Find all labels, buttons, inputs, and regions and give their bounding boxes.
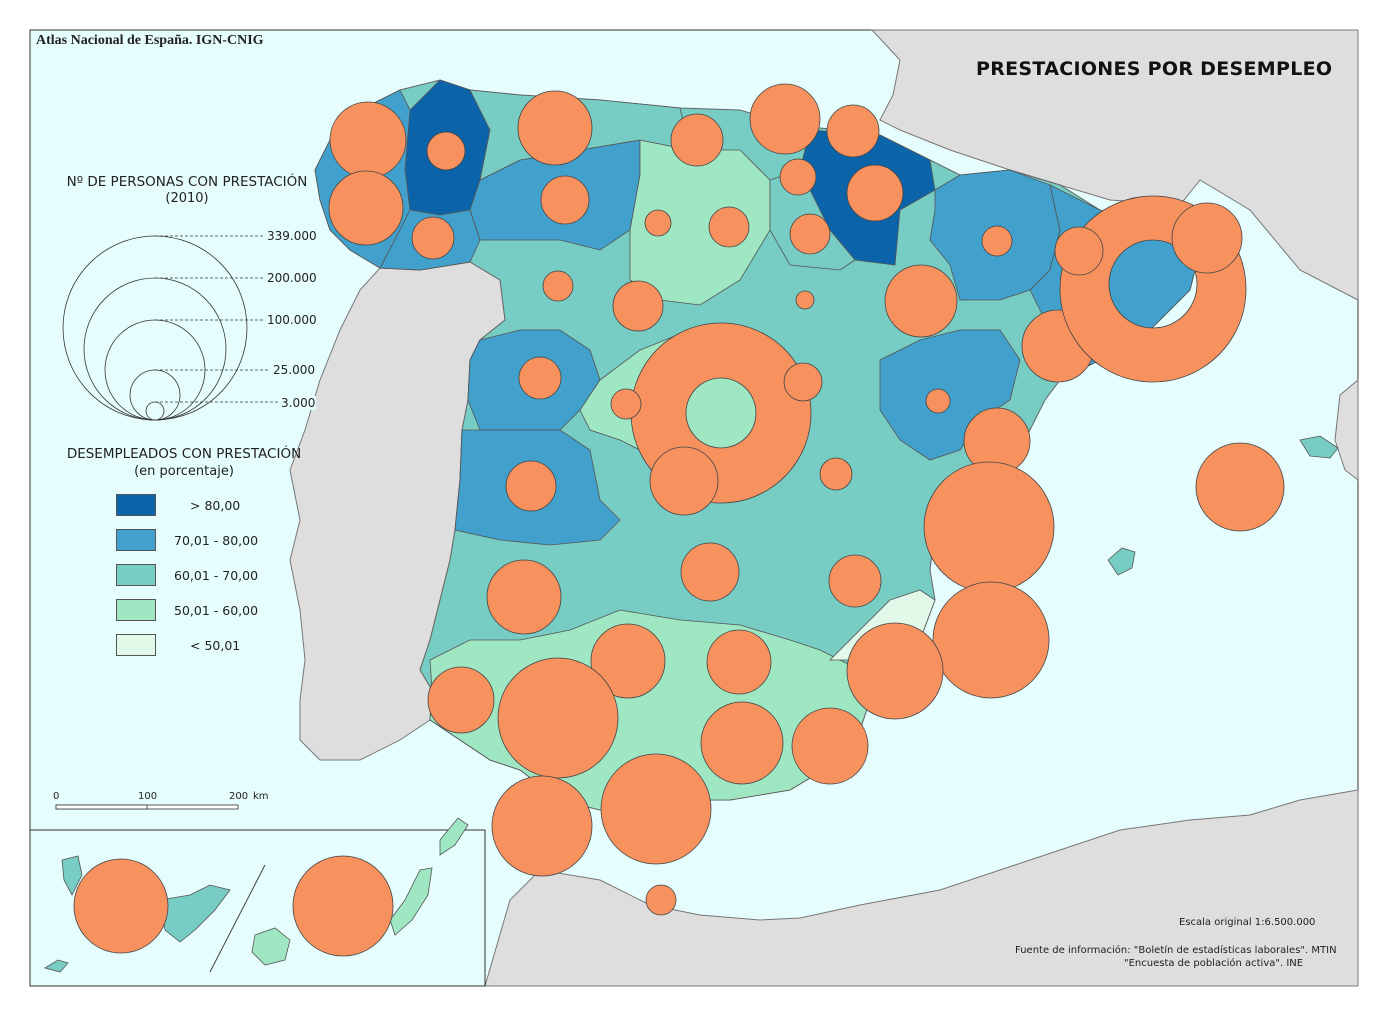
- legend-swatch-lt50: [116, 634, 156, 656]
- province-circle: [819, 457, 853, 491]
- circle-legend-leaders: [155, 235, 278, 403]
- atlas-header: Atlas Nacional de España. IGN-CNIG: [36, 33, 264, 48]
- circle-legend-title: Nº DE PERSONAS CON PRESTACIÓN: [66, 174, 308, 190]
- province-circle: [517, 90, 593, 166]
- class-legend-subtitle: (en porcentaje): [134, 464, 234, 479]
- province-circle: [706, 629, 772, 695]
- province-circle: [491, 775, 593, 877]
- legend-swatch-70-80: [116, 529, 156, 551]
- province-circle: [670, 113, 724, 167]
- island-fuerteventura: [389, 867, 433, 936]
- legend-swatch-50-60: [116, 599, 156, 621]
- source-line-1: Fuente de información: "Boletín de estad…: [1015, 945, 1337, 956]
- province-circle: [884, 264, 958, 338]
- province-circle: [292, 855, 394, 957]
- province-circle: [540, 175, 590, 225]
- province-circle: [795, 290, 815, 310]
- province-circle: [749, 83, 821, 155]
- province-circle: [791, 707, 869, 785]
- province-circle: [1195, 442, 1285, 532]
- africa-land: [484, 789, 1359, 987]
- province-circle: [932, 581, 1050, 699]
- france-land: [870, 29, 1359, 301]
- province-circle: [411, 216, 455, 260]
- province-circle: [708, 206, 750, 248]
- circle-legend-value: 339.000: [266, 229, 318, 243]
- circle-legend-value: 100.000: [266, 313, 318, 327]
- province-circle: [73, 858, 169, 954]
- province-circle: [427, 666, 495, 734]
- province-circle: [328, 170, 404, 246]
- island-grancanaria: [251, 927, 291, 966]
- scale-tick-100: 100: [138, 791, 158, 802]
- province-circle: [505, 460, 557, 512]
- legend-label-50-60: 50,01 - 60,00: [174, 603, 259, 618]
- province-circle: [542, 270, 574, 302]
- legend-label-70-80: 70,01 - 80,00: [174, 533, 259, 548]
- province-circle: [783, 362, 823, 402]
- canary-divider: [209, 864, 266, 973]
- scale-tick-200: 200: [229, 791, 249, 802]
- island-lanzarote: [439, 817, 469, 856]
- province-circle: [789, 213, 831, 255]
- map-title: PRESTACIONES POR DESEMPLEO: [976, 58, 1333, 80]
- province-circle: [680, 542, 740, 602]
- province-circle: [779, 158, 817, 196]
- province-circle: [497, 657, 619, 779]
- province-circle: [610, 388, 642, 420]
- province-circle: [590, 623, 666, 699]
- sardinia-land: [1334, 378, 1359, 482]
- island-tenerife: [159, 884, 231, 943]
- legend-label-60-70: 60,01 - 70,00: [174, 568, 259, 583]
- province-circle: [518, 356, 562, 400]
- province-circle: [828, 554, 882, 608]
- circle-legend-value: 3.000: [280, 396, 317, 410]
- island-lapalma: [61, 855, 83, 896]
- scale-text: Escala original 1:6.500.000: [1179, 917, 1316, 928]
- province-circle: [981, 225, 1013, 257]
- province-circle: [925, 388, 951, 414]
- province-circle: [846, 164, 904, 222]
- island-hierro: [43, 959, 69, 973]
- province-circle: [486, 559, 562, 635]
- province-circle: [923, 461, 1055, 593]
- region-burgos: [629, 139, 771, 306]
- legend-label-gt80: > 80,00: [190, 498, 241, 513]
- province-circle: [649, 446, 719, 516]
- legend-swatch-60-70: [116, 564, 156, 586]
- province-circle: [600, 753, 712, 865]
- circle-legend-value: 200.000: [266, 271, 318, 285]
- source-line-2: "Encuesta de población activa". INE: [1124, 958, 1304, 969]
- legend-swatch-gt80: [116, 494, 156, 516]
- island-menorca: [1299, 435, 1339, 459]
- circle-legend-subtitle: (2010): [165, 191, 209, 206]
- province-circle: [644, 209, 672, 237]
- province-circle: [645, 884, 677, 916]
- province-circle: [1054, 226, 1104, 276]
- province-circle: [826, 104, 880, 158]
- province-circle: [700, 701, 784, 785]
- province-circle: [1171, 202, 1243, 274]
- province-circle: [426, 131, 466, 171]
- scale-bar-graphic: [55, 804, 239, 810]
- scale-tick-0: 0: [53, 791, 60, 802]
- class-legend-title: DESEMPLEADOS CON PRESTACIÓN: [66, 446, 302, 462]
- province-circle: [846, 622, 944, 720]
- province-circle: [612, 280, 664, 332]
- legend-label-lt50: < 50,01: [190, 638, 241, 653]
- scale-unit: km: [253, 791, 269, 802]
- province-circle: [329, 101, 407, 179]
- circle-legend-value: 25.000: [272, 363, 316, 377]
- island-ibiza: [1107, 547, 1136, 576]
